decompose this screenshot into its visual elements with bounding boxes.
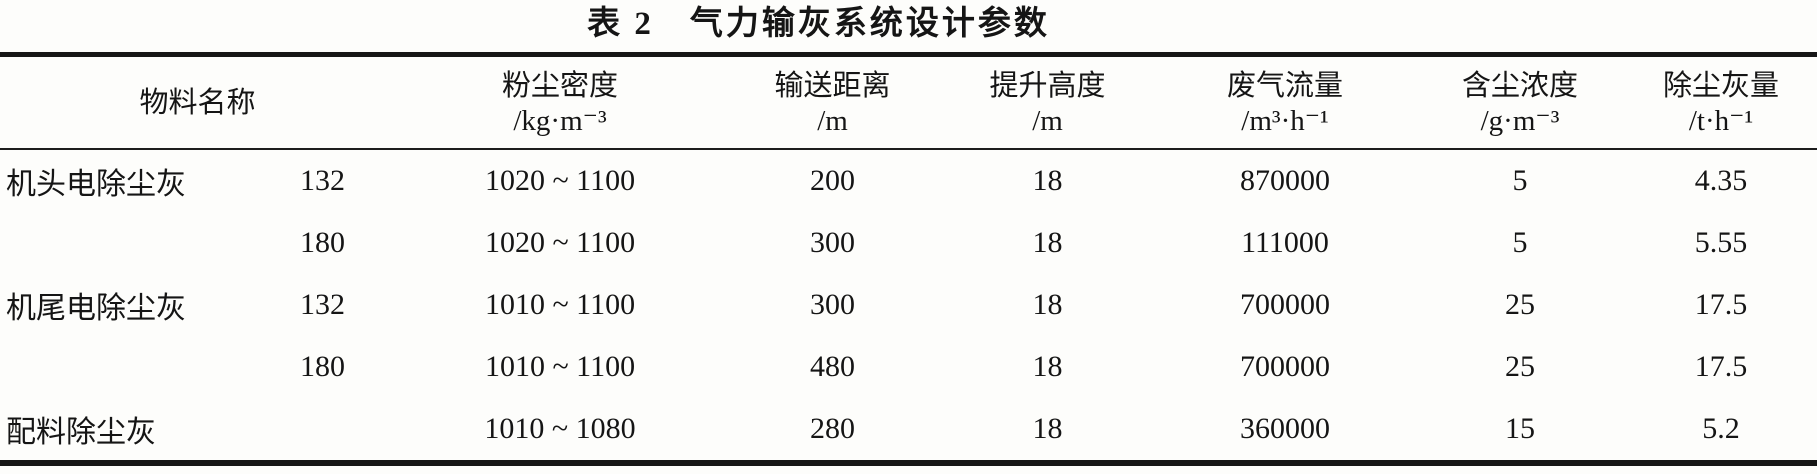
cell-dust-concentration: 15 bbox=[1505, 412, 1536, 446]
cell-material: 配料除尘灰 bbox=[6, 416, 156, 450]
cell-dust-concentration: 25 bbox=[1505, 350, 1536, 384]
cell-material: 机尾电除尘灰 bbox=[6, 292, 186, 326]
cell-ash-rate: 17.5 bbox=[1694, 350, 1748, 384]
cell-lift-height: 18 bbox=[1032, 412, 1063, 446]
table-title: 表 2 气力输灰系统设计参数 bbox=[587, 6, 1050, 42]
cell-conveying-distance: 480 bbox=[810, 350, 856, 384]
column-header-conveying-distance: 输送距离 /m bbox=[725, 54, 940, 149]
cell-lift-height: 18 bbox=[1032, 350, 1063, 384]
cell-size: 180 bbox=[300, 226, 345, 260]
column-header-ash-rate-label: 除尘灰量 bbox=[1663, 69, 1780, 102]
cell-ash-rate: 4.35 bbox=[1694, 164, 1748, 198]
column-header-material-label: 物料名称 bbox=[139, 87, 256, 120]
column-header-conveying-distance-unit: /m bbox=[817, 104, 848, 137]
cell-dust-density: 1010 ~ 1100 bbox=[484, 350, 636, 384]
cell-dust-concentration: 5 bbox=[1512, 164, 1528, 198]
cell-lift-height: 18 bbox=[1032, 288, 1063, 322]
table-row: 配料除尘灰 1010 ~ 1080 280 18 360000 15 5.2 bbox=[0, 398, 1817, 463]
cell-dust-concentration: 25 bbox=[1505, 288, 1536, 322]
column-header-conveying-distance-label: 输送距离 bbox=[774, 69, 891, 102]
column-header-dust-density-unit: /kg·m⁻³ bbox=[513, 104, 607, 137]
cell-ash-rate: 5.55 bbox=[1694, 226, 1748, 260]
design-parameters-table: 物料名称 粉尘密度 /kg·m⁻³ 输送距离 /m 提升高度 /m 废气流量 /… bbox=[0, 51, 1817, 467]
cell-gas-flow: 700000 bbox=[1240, 288, 1331, 322]
column-header-material: 物料名称 bbox=[0, 54, 395, 149]
column-header-gas-flow-unit: /m³·h⁻¹ bbox=[1241, 104, 1329, 137]
cell-ash-rate: 5.2 bbox=[1702, 412, 1740, 446]
cell-gas-flow: 360000 bbox=[1240, 412, 1331, 446]
column-header-lift-height-unit: /m bbox=[1032, 104, 1063, 137]
cell-lift-height: 18 bbox=[1032, 164, 1063, 198]
table-row: 180 1010 ~ 1100 480 18 700000 25 17.5 bbox=[0, 336, 1817, 398]
column-header-dust-density-label: 粉尘密度 bbox=[502, 69, 619, 102]
column-header-gas-flow-label: 废气流量 bbox=[1227, 69, 1344, 102]
header-row: 物料名称 粉尘密度 /kg·m⁻³ 输送距离 /m 提升高度 /m 废气流量 /… bbox=[0, 54, 1817, 150]
table-row: 机尾电除尘灰 132 1010 ~ 1100 300 18 700000 25 … bbox=[0, 274, 1817, 336]
column-header-dust-concentration-label: 含尘浓度 bbox=[1462, 69, 1579, 102]
cell-gas-flow: 111000 bbox=[1241, 226, 1329, 260]
cell-size: 180 bbox=[300, 350, 345, 384]
column-header-dust-concentration: 含尘浓度 /g·m⁻³ bbox=[1415, 54, 1625, 149]
column-header-ash-rate-unit: /t·h⁻¹ bbox=[1688, 104, 1754, 137]
cell-material: 机头电除尘灰 bbox=[6, 168, 186, 202]
cell-lift-height: 18 bbox=[1032, 226, 1063, 260]
column-header-lift-height-label: 提升高度 bbox=[989, 69, 1106, 102]
cell-dust-density: 1020 ~ 1100 bbox=[484, 164, 636, 198]
table-row: 机头电除尘灰 132 1020 ~ 1100 200 18 870000 5 4… bbox=[0, 149, 1817, 212]
cell-conveying-distance: 300 bbox=[810, 288, 856, 322]
table-row: 180 1020 ~ 1100 300 18 111000 5 5.55 bbox=[0, 212, 1817, 274]
cell-dust-density: 1010 ~ 1080 bbox=[484, 412, 636, 446]
cell-conveying-distance: 200 bbox=[810, 164, 856, 198]
cell-dust-density: 1010 ~ 1100 bbox=[484, 288, 636, 322]
cell-ash-rate: 17.5 bbox=[1694, 288, 1748, 322]
column-header-dust-density: 粉尘密度 /kg·m⁻³ bbox=[395, 54, 725, 149]
cell-gas-flow: 870000 bbox=[1240, 164, 1331, 198]
cell-size: 132 bbox=[300, 164, 345, 198]
cell-conveying-distance: 300 bbox=[810, 226, 856, 260]
cell-gas-flow: 700000 bbox=[1240, 350, 1331, 384]
column-header-ash-rate: 除尘灰量 /t·h⁻¹ bbox=[1625, 54, 1817, 149]
column-header-dust-concentration-unit: /g·m⁻³ bbox=[1480, 104, 1560, 137]
cell-conveying-distance: 280 bbox=[810, 412, 856, 446]
cell-dust-density: 1020 ~ 1100 bbox=[484, 226, 636, 260]
cell-size bbox=[250, 398, 395, 463]
column-header-lift-height: 提升高度 /m bbox=[940, 54, 1155, 149]
cell-material bbox=[0, 212, 250, 274]
table-title-row: 表 2 气力输灰系统设计参数 bbox=[0, 0, 1637, 45]
column-header-gas-flow: 废气流量 /m³·h⁻¹ bbox=[1155, 54, 1415, 149]
cell-material bbox=[0, 336, 250, 398]
cell-dust-concentration: 5 bbox=[1512, 226, 1528, 260]
cell-size: 132 bbox=[300, 288, 345, 322]
